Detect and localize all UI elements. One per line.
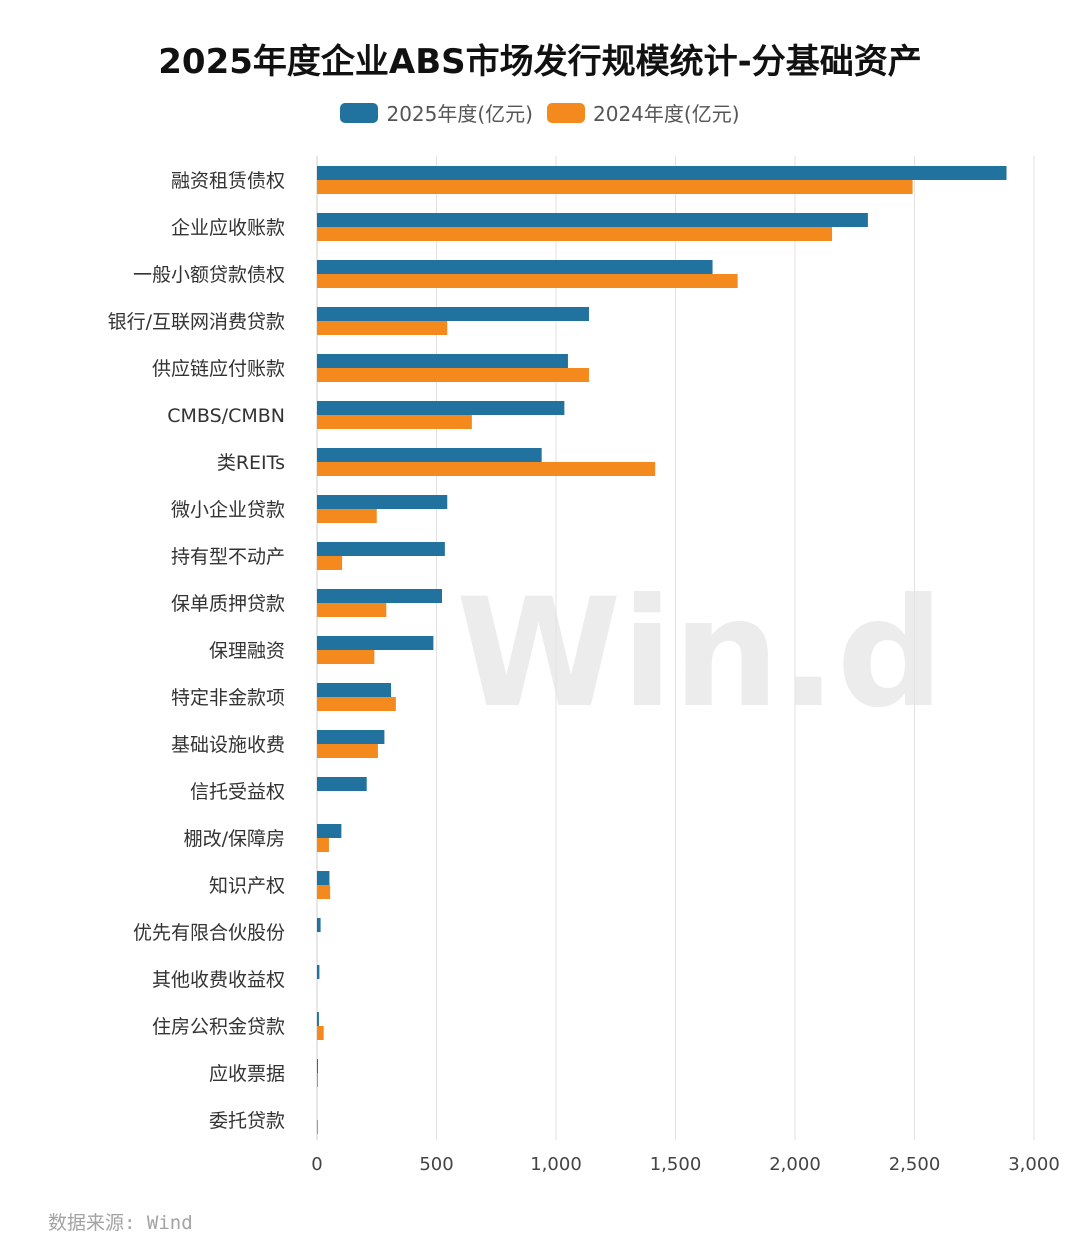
bar-2025[interactable]: [317, 213, 868, 227]
bar-2025[interactable]: [317, 260, 713, 274]
category-label: 委托贷款: [209, 1110, 285, 1132]
bar-2025[interactable]: [317, 824, 342, 838]
bar-2025[interactable]: [317, 683, 392, 697]
bar-2025[interactable]: [317, 777, 367, 791]
watermark-text: Win.d: [456, 567, 944, 741]
bar-2024[interactable]: [317, 368, 589, 382]
bar-2025[interactable]: [317, 918, 321, 932]
bar-2024[interactable]: [317, 603, 387, 617]
category-label: 优先有限合伙股份: [133, 922, 285, 944]
category-label: 特定非金款项: [171, 687, 285, 709]
bar-2025[interactable]: [317, 401, 565, 415]
bar-2024[interactable]: [317, 1120, 318, 1134]
x-tick-label: 3,000: [1008, 1154, 1060, 1175]
legend-label-2024: 2024年度(亿元): [593, 102, 740, 126]
legend-item-2024[interactable]: 2024年度(亿元): [547, 98, 740, 127]
bar-2024[interactable]: [317, 838, 329, 852]
legend-swatch-2025: [340, 102, 379, 123]
bar-2025[interactable]: [317, 495, 448, 509]
bar-2025[interactable]: [317, 542, 445, 556]
category-label: 一般小额贷款债权: [133, 264, 285, 286]
category-label: 持有型不动产: [171, 546, 285, 568]
category-label: 保理融资: [209, 640, 285, 662]
legend-item-2025[interactable]: 2025年度(亿元): [340, 98, 533, 127]
source-note: 数据来源: Wind: [48, 1212, 193, 1234]
bar-2024[interactable]: [317, 509, 377, 523]
bar-2024[interactable]: [317, 462, 656, 476]
bar-2024[interactable]: [317, 415, 472, 429]
bar-2024[interactable]: [317, 744, 378, 758]
bar-2024[interactable]: [317, 274, 738, 288]
category-label: 供应链应付账款: [152, 358, 285, 380]
bar-2025[interactable]: [317, 166, 1007, 180]
bar-2024[interactable]: [317, 1073, 318, 1087]
category-label: 企业应收账款: [171, 217, 285, 239]
bar-2024[interactable]: [317, 321, 448, 335]
category-label: 银行/互联网消费贷款: [108, 311, 285, 333]
x-tick-label: 2,000: [769, 1154, 821, 1175]
chart-title: 2025年度企业ABS市场发行规模统计-分基础资产: [158, 42, 922, 82]
bar-2024[interactable]: [317, 1026, 324, 1040]
category-label: 保单质押贷款: [171, 593, 285, 615]
x-tick-label: 1,000: [530, 1154, 582, 1175]
category-label: 融资租赁债权: [171, 170, 285, 192]
category-label: 微小企业贷款: [171, 499, 285, 521]
legend: 2025年度(亿元) 2024年度(亿元): [0, 98, 1080, 127]
bar-2025[interactable]: [317, 1059, 318, 1073]
bar-2024[interactable]: [317, 556, 343, 570]
bar-2025[interactable]: [317, 448, 542, 462]
legend-swatch-2024: [547, 102, 585, 123]
bar-2025[interactable]: [317, 871, 330, 885]
bar-2025[interactable]: [317, 354, 568, 368]
category-label: 知识产权: [209, 875, 285, 897]
x-tick-label: 1,500: [650, 1154, 702, 1175]
bar-2025[interactable]: [317, 965, 320, 979]
bar-2025[interactable]: [317, 636, 434, 650]
bar-2024[interactable]: [317, 650, 375, 664]
bar-2024[interactable]: [317, 697, 396, 711]
bar-chart: Win.d 0 500 1,000 1,500 2,000 2,500 3,000 融资租赁债权…: [108, 156, 1060, 1175]
bar-2025[interactable]: [317, 1012, 319, 1026]
bar-2025[interactable]: [317, 307, 589, 321]
bar-2024[interactable]: [317, 180, 913, 194]
category-label: 基础设施收费: [171, 734, 285, 756]
x-tick-label: 0: [311, 1154, 322, 1175]
category-label: 应收票据: [209, 1063, 285, 1085]
category-label: CMBS/CMBN: [167, 405, 285, 427]
x-tick-label: 500: [419, 1154, 453, 1175]
category-label: 棚改/保障房: [184, 828, 285, 850]
legend-label-2025: 2025年度(亿元): [386, 102, 533, 126]
bar-2024[interactable]: [317, 885, 331, 899]
bar-2025[interactable]: [317, 730, 385, 744]
category-label: 信托受益权: [190, 781, 285, 803]
x-tick-label: 2,500: [889, 1154, 941, 1175]
bar-2025[interactable]: [317, 589, 442, 603]
category-label: 住房公积金贷款: [152, 1016, 285, 1038]
category-label: 类REITs: [217, 452, 285, 474]
bar-2024[interactable]: [317, 227, 833, 241]
category-label: 其他收费收益权: [152, 969, 285, 991]
